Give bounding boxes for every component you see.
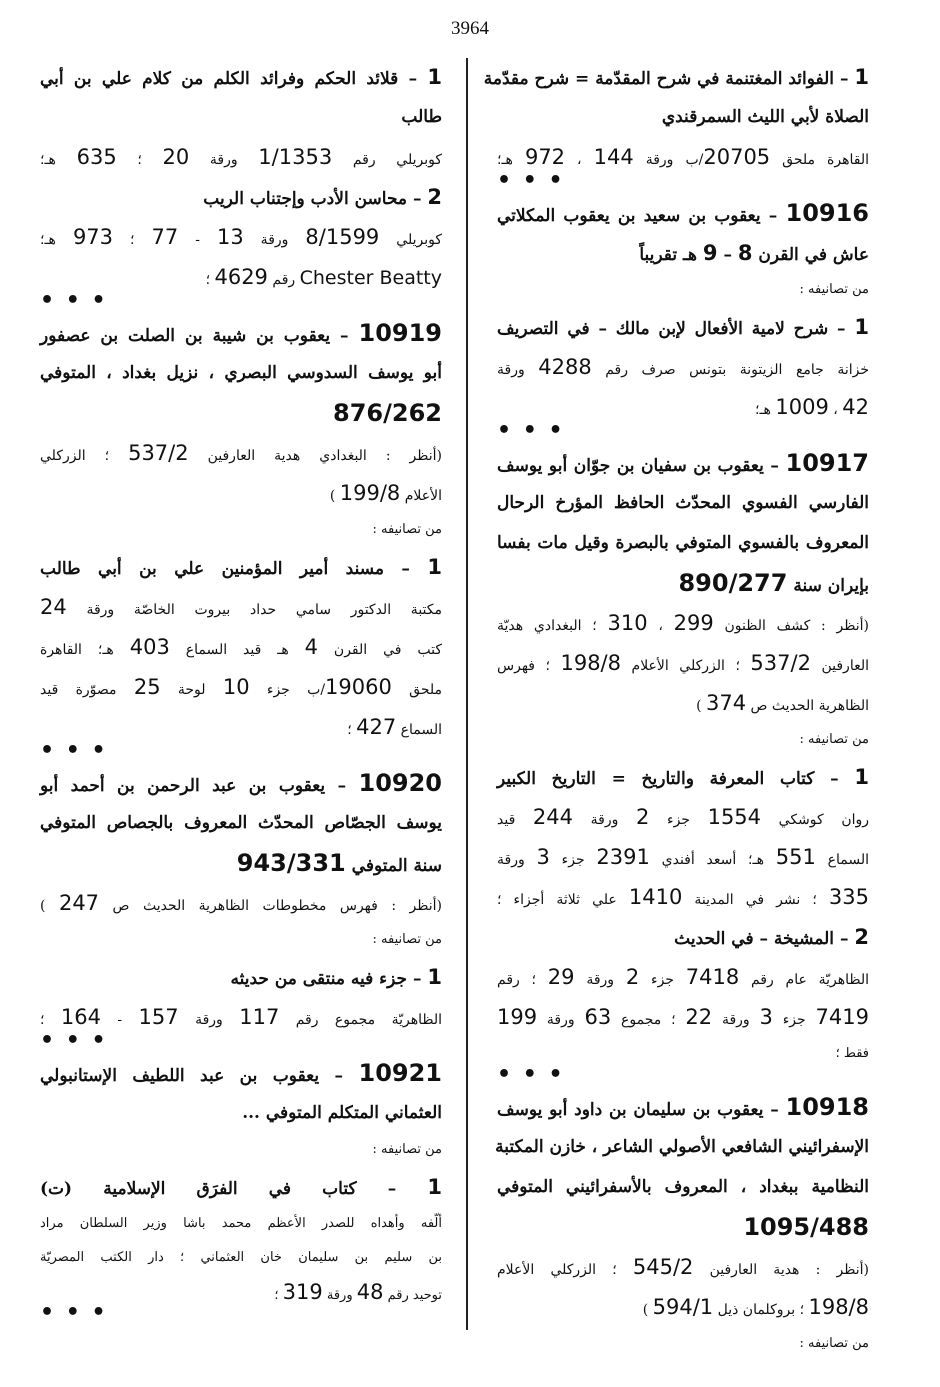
text-line: الظاهرية الحديث ص 374 ) bbox=[696, 691, 869, 715]
entry-heading-line: 1 – جزء فيه منتقى من حديثه bbox=[230, 965, 442, 989]
note-line: فقط ؛ bbox=[835, 1046, 869, 1061]
note-line: من تصانيفه : bbox=[799, 1336, 869, 1351]
entry-heading-line: 1 – شرح لامية الأفعال لإبن مالك – في الت… bbox=[497, 315, 869, 339]
column-divider bbox=[466, 58, 468, 1330]
entry-heading-line: يوسف الجصّاص المحدّث المعروف بالجصاص الم… bbox=[40, 813, 442, 833]
text-line: كتب في القرن 4 هـ قيد السماع 403 هـ؛ الق… bbox=[40, 635, 443, 659]
entry-heading-line: 10919 – يعقوب بن شيبة بن الصلت بن عصفور bbox=[40, 319, 442, 347]
text-line: (أنظر : هدية العارفين 545/2 ؛ الزركلي ال… bbox=[497, 1255, 869, 1279]
right-column: 1 – الفوائد المغتنمة في شرح المقدّمة = ش… bbox=[483, 57, 870, 1361]
entry-heading-line: 2 – المشيخة – في الحديث bbox=[674, 925, 869, 949]
text-line: العارفين 537/2 ؛ الزركلي الأعلام 198/8 ؛… bbox=[497, 651, 869, 675]
note-line: توحيد رقم 48 ورقة 319 ؛ bbox=[274, 1280, 442, 1304]
text-line: السماع 427 ؛ bbox=[347, 715, 442, 739]
entry-heading-line: 10916 – يعقوب بن سعيد بن يعقوب المكلاتي bbox=[497, 199, 869, 227]
entry-heading-line: 10920 – يعقوب بن عبد الرحمن بن أحمد أبو bbox=[40, 769, 442, 797]
text-line: الظاهريّة مجموع رقم 117 ورقة 157 - 164 ؛ bbox=[40, 1005, 442, 1029]
entry-heading-line: الفارسي الفسوي المحدّث الحافظ المؤرخ الر… bbox=[497, 493, 869, 513]
text-line: Chester Beatty رقم 4629 ؛ bbox=[205, 265, 442, 289]
entry-heading-line: 876/262 bbox=[333, 399, 442, 427]
note-line: ألّفه وأهداه للصدر الأعظم محمد باشا وزير… bbox=[40, 1216, 442, 1231]
text-line: (أنظر : كشف الظنون 299 ، 310 ؛ البغدادي … bbox=[497, 611, 870, 635]
entry-heading-line: 2 – محاسن الأدب وإجتناب الريب bbox=[203, 185, 442, 209]
entry-separator: • • • bbox=[40, 1300, 108, 1325]
entry-heading-line: المعروف بالفسوي المتوفي بالبصرة وقيل مات… bbox=[497, 533, 869, 553]
text-line: 7419 جزء 3 ورقة 22 ؛ مجموع 63 ورقة 199 bbox=[497, 1005, 869, 1029]
entry-separator: • • • bbox=[497, 168, 565, 193]
entry-heading-line: 10918 – يعقوب بن سليمان بن داود أبو يوسف bbox=[497, 1093, 869, 1121]
entry-heading-line: 10917 – يعقوب بن سفيان بن جوّان أبو يوسف bbox=[497, 449, 869, 477]
entry-separator: • • • bbox=[40, 1028, 108, 1053]
page-number: 3964 bbox=[451, 18, 489, 39]
entry-heading-line: بإيران سنة 890/277 bbox=[678, 569, 869, 597]
note-line: من تصانيفه : bbox=[799, 282, 869, 297]
entry-heading-line: 1 – مسند أمير المؤمنين علي بن أبي طالب bbox=[40, 555, 442, 579]
entry-heading-line: طالب bbox=[401, 107, 442, 127]
text-line: الأعلام 199/8 ) bbox=[329, 481, 442, 505]
entry-heading-line: الإسفرائيني الشافعي الأصولي الشاعر ، خاز… bbox=[495, 1137, 869, 1157]
entry-heading-line: العثماني المتكلم المتوفي ... bbox=[242, 1103, 442, 1123]
text-line: روان كوشكي 1554 جزء 2 ورقة 244 قيد bbox=[497, 805, 870, 829]
note-line: من تصانيفه : bbox=[372, 932, 442, 947]
text-line: كوبريلي 8/1599 ورقة 13 - 77 ؛ 973 هـ؛ bbox=[40, 225, 443, 249]
note-line: بن سليم بن سليمان خان العثماني ؛ دار الك… bbox=[40, 1250, 442, 1265]
entry-heading-line: 1 – كتاب في الفرَق الإسلامية (ت) bbox=[40, 1175, 442, 1199]
text-line: (أنظر : فهرس مخطوطات الظاهرية الحديث ص 2… bbox=[40, 891, 442, 915]
left-column: 1 – قلائد الحكم وفرائد الكلم من كلام علي… bbox=[40, 57, 442, 1325]
entry-separator: • • • bbox=[497, 418, 565, 443]
entry-heading-line: الصلاة لأبي الليث السمرقندي bbox=[661, 107, 869, 127]
note-line: من تصانيفه : bbox=[372, 1142, 442, 1157]
text-line: 335 ؛ نشر في المدينة 1410 علي ثلاثة أجزا… bbox=[497, 885, 869, 909]
note-line: من تصانيفه : bbox=[372, 522, 442, 537]
text-line: خزانة جامع الزيتونة بتونس صرف رقم 4288 و… bbox=[497, 355, 870, 379]
text-line: (أنظر : البغدادي هدية العارفين 537/2 ؛ ا… bbox=[40, 441, 442, 465]
text-line: 198/8 ؛ بروكلمان ذيل 594/1 ) bbox=[642, 1295, 869, 1319]
text-line: 42 ، 1009 هـ؛ bbox=[755, 395, 869, 419]
text-line: مكتبة الدكتور سامي حداد بيروت الخاصّة ور… bbox=[40, 595, 442, 619]
entry-heading-line: 1095/488 bbox=[743, 1213, 869, 1241]
entry-heading-line: 10921 – يعقوب بن عبد اللطيف الإستانبولي bbox=[40, 1059, 442, 1087]
entry-heading-line: النظامية ببغداد ، المعروف بالأسفرائيني ا… bbox=[497, 1177, 869, 1197]
text-line: ملحق 19060/ب جزء 10 لوحة 25 مصوّرة قيد bbox=[40, 675, 443, 699]
entry-heading-line: عاش في القرن 8 – 9 هـ تقريباً bbox=[639, 241, 869, 265]
entry-heading-line: 1 – الفوائد المغتنمة في شرح المقدّمة = ش… bbox=[483, 65, 869, 89]
entry-heading-line: 1 – قلائد الحكم وفرائد الكلم من كلام علي… bbox=[40, 65, 442, 89]
note-line: من تصانيفه : bbox=[799, 732, 869, 747]
entry-heading-line: سنة المتوفي 943/331 bbox=[236, 849, 442, 877]
text-line: القاهرة ملحق 20705/ب ورقة 144 ، 972 هـ؛ bbox=[497, 145, 869, 169]
entry-separator: • • • bbox=[40, 738, 108, 763]
text-line: السماع 551 هـ؛ أسعد أفندي 2391 جزء 3 ورق… bbox=[497, 845, 869, 869]
entry-separator: • • • bbox=[497, 1062, 565, 1087]
text-line: الظاهريّة عام رقم 7418 جزء 2 ورقة 29 ؛ ر… bbox=[497, 965, 870, 989]
entry-heading-line: 1 – كتاب المعرفة والتاريخ = التاريخ الكب… bbox=[497, 765, 869, 789]
entry-heading-line: أبو يوسف السدوسي البصري ، نزيل بغداد ، ا… bbox=[40, 363, 442, 383]
entry-separator: • • • bbox=[40, 288, 108, 313]
text-line: كوبريلي رقم 1/1353 ورقة 20 ؛ 635 هـ؛ bbox=[40, 145, 443, 169]
